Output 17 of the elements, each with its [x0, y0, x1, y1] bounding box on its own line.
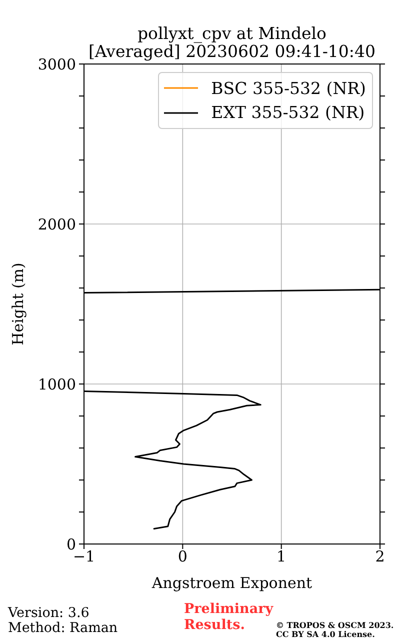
text: © TROPOS & OSCM 2023. [276, 620, 394, 630]
x-tick-label: 1 [276, 548, 286, 566]
x-tick-label: 2 [375, 548, 385, 566]
text: Preliminary Results. [184, 601, 274, 633]
text: CC BY SA 4.0 License. [276, 628, 375, 638]
chart-subtitle: [Averaged] 20230602 09:41-10:40 [88, 42, 376, 60]
y-tick-label: 3000 [38, 55, 76, 74]
text: Method: Raman [8, 620, 118, 636]
x-axis-title: Angstroem Exponent [150, 574, 314, 592]
y-axis-title: Height (m) [9, 262, 27, 346]
y-tick-label: 2000 [38, 215, 76, 234]
legend-label: BSC 355-532 (NR) [211, 78, 366, 98]
y-tick-label: 1000 [38, 375, 76, 394]
text: Version: 3.6 [8, 605, 90, 621]
legend-label: EXT 355-532 (NR) [211, 103, 365, 122]
x-tick-label: 0 [178, 548, 188, 566]
chart-title: pollyxt_cpv at Mindelo [138, 24, 328, 42]
